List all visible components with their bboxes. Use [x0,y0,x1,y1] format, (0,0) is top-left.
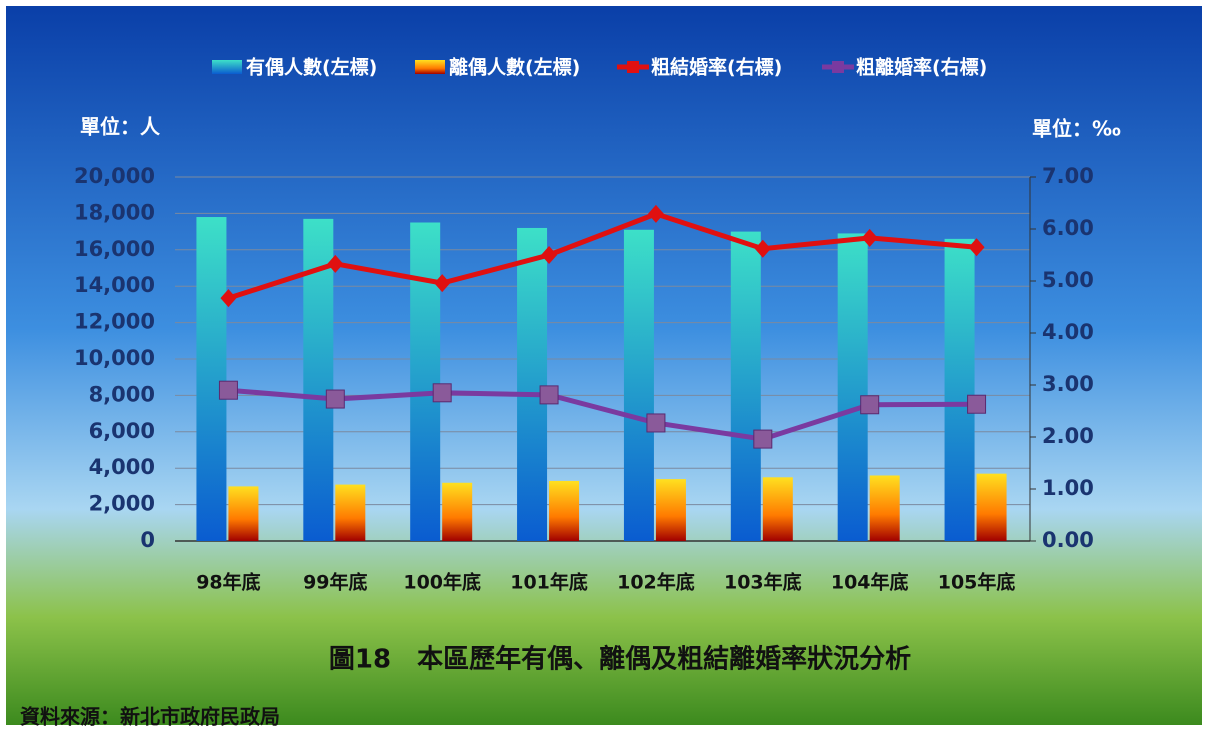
marker [539,385,559,405]
marker [967,394,987,414]
bar [442,482,473,541]
legend-label: 粗離婚率(右標) [856,56,987,79]
chart-title: 圖18 本區歷年有偶、離偶及粗結離婚率狀況分析 [329,644,911,675]
bar [196,217,227,542]
marker [647,204,664,223]
y2-tick-label: 4.00 [1042,320,1094,344]
bar [655,479,686,541]
marker [861,228,878,247]
marker [432,383,452,403]
y-tick-label: 16,000 [74,237,155,261]
bar [869,475,900,541]
legend-label: 離偶人數(左標) [449,56,580,79]
legend-swatch [627,61,639,73]
marker [968,238,985,257]
marker [218,380,238,400]
x-tick-label: 98年底 [196,571,260,594]
legend-swatch [415,60,445,74]
x-tick-label: 99年底 [303,571,367,594]
line [227,211,977,301]
marker [325,389,345,409]
y-axis-label: 單位：人 [80,115,161,139]
y-tick-label: 2,000 [89,492,155,516]
y2-tick-label: 0.00 [1042,528,1094,552]
bar [517,227,548,541]
marker [646,413,666,433]
bar [623,229,654,541]
background [6,6,1202,725]
marker [220,289,237,308]
y2-tick-label: 2.00 [1042,424,1094,448]
bar [228,486,259,541]
x-tick-label: 104年底 [831,571,909,594]
x-tick-label: 103年底 [724,571,802,594]
legend-swatch [212,60,242,74]
y2-axis-label: 單位：‰ [1032,117,1121,141]
bar [410,222,441,541]
y-tick-label: 6,000 [89,419,155,443]
bar [549,480,580,541]
marker [753,429,773,449]
x-tick-label: 105年底 [938,571,1016,594]
y-tick-label: 0 [140,528,155,552]
bar [762,477,793,541]
legend-swatch [832,61,844,73]
y2-tick-label: 6.00 [1042,216,1094,240]
y-tick-label: 4,000 [89,455,155,479]
bar [335,484,366,541]
y-tick-label: 10,000 [74,346,155,370]
marker [434,274,451,293]
source: 資料來源：新北市政府民政局 [20,705,280,729]
bar [976,473,1007,541]
marker [754,239,771,258]
x-tick-label: 101年底 [510,571,588,594]
bar [730,231,761,541]
y2-tick-label: 1.00 [1042,476,1094,500]
y2-tick-label: 3.00 [1042,372,1094,396]
bar [837,233,868,542]
legend-label: 粗結婚率(右標) [651,56,782,79]
y-tick-label: 14,000 [74,273,155,297]
legend-label: 有偶人數(左標) [246,56,377,79]
y-tick-label: 8,000 [89,382,155,406]
marker [327,254,344,273]
y2-tick-label: 7.00 [1042,164,1094,188]
y2-tick-label: 5.00 [1042,268,1094,292]
marker [860,395,880,415]
y-tick-label: 20,000 [74,164,155,188]
y-tick-label: 18,000 [74,200,155,224]
line [228,387,977,442]
y-tick-label: 12,000 [74,310,155,334]
x-tick-label: 100年底 [403,571,481,594]
marker [541,246,558,264]
x-tick-label: 102年底 [617,571,695,594]
bar [944,238,975,541]
